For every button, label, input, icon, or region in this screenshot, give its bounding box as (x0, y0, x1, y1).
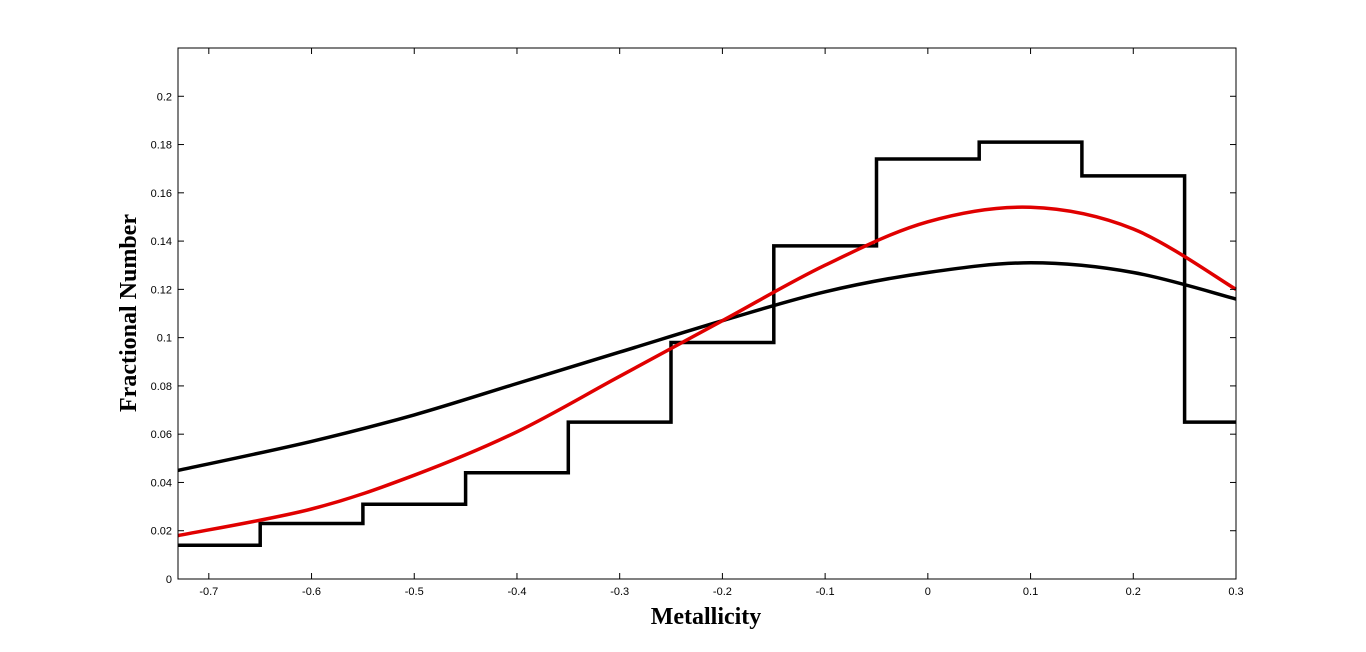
y-axis-title: Fractional Number (116, 214, 142, 412)
y-tick-label: 0.18 (151, 140, 172, 152)
x-tick-label: -0.3 (610, 586, 629, 598)
y-tick-label: 0.02 (151, 526, 172, 538)
y-tick-label: 0.2 (157, 91, 172, 103)
x-tick-label: -0.4 (507, 586, 526, 598)
y-tick-label: 0.04 (151, 477, 172, 489)
x-tick-label: 0 (925, 586, 931, 598)
y-tick-label: 0.12 (151, 284, 172, 296)
series-2-curve (177, 205, 1237, 538)
series-0-histogram (178, 140, 1236, 547)
x-tick-label: -0.6 (302, 586, 321, 598)
y-tick-label: 0.14 (151, 236, 172, 248)
x-tick-label: 0.3 (1228, 586, 1243, 598)
plot-area (178, 48, 1236, 579)
x-tick-label: -0.7 (199, 586, 218, 598)
y-tick-label: 0.1 (157, 333, 172, 345)
x-tick-label: -0.2 (713, 586, 732, 598)
plot-frame (177, 47, 1237, 580)
x-tick-label: 0.1 (1023, 586, 1038, 598)
x-tick-label: -0.1 (816, 586, 835, 598)
x-tick-label: -0.5 (405, 586, 424, 598)
y-tick-label: 0 (166, 574, 172, 586)
y-tick-label: 0.06 (151, 429, 172, 441)
x-tick-label: 0.2 (1126, 586, 1141, 598)
series-layer (177, 140, 1237, 547)
y-tick-label: 0.16 (151, 188, 172, 200)
tick-labels-layer: -0.7 -0.6 -0.5 -0.4 -0.3 -0.2 -0.1 0 0.1 0.2 0.3 0 0… (151, 91, 1244, 598)
x-axis-title: Metallicity (651, 604, 762, 630)
y-tick-label: 0.08 (151, 381, 172, 393)
